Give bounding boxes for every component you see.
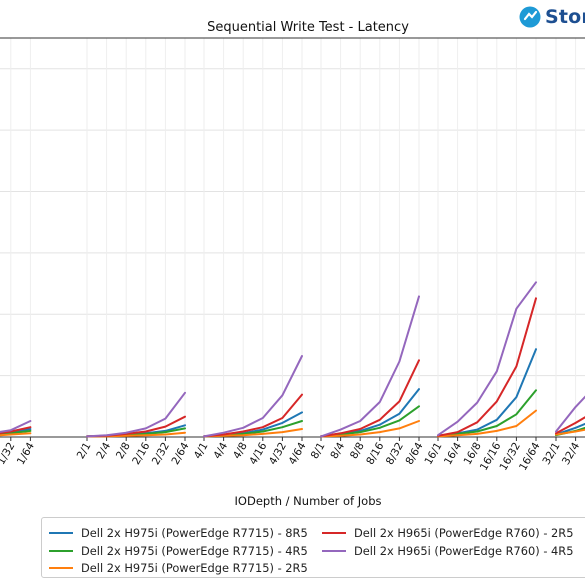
legend-item: Dell 2x H965i (PowerEdge R760) - 2R5 <box>322 526 573 540</box>
x-tick-label: 2/8 <box>114 441 133 462</box>
legend-swatch <box>49 567 73 569</box>
x-tick-label: 16/1 <box>422 441 444 467</box>
series-line <box>437 297 537 437</box>
x-tick-label: 2/1 <box>75 441 94 462</box>
x-tick-label: 8/1 <box>309 441 328 462</box>
chart-legend: Dell 2x H975i (PowerEdge R7715) - 8R5 De… <box>41 517 585 578</box>
series-line <box>0 420 32 433</box>
series-line <box>320 359 420 438</box>
x-tick-label: 4/64 <box>286 440 308 467</box>
series-line <box>0 429 32 436</box>
logo-mark-icon <box>519 6 541 28</box>
series-line <box>437 409 537 438</box>
x-tick-label: 2/64 <box>169 440 191 467</box>
series-line <box>0 432 32 437</box>
x-tick-label: 8/32 <box>384 441 406 467</box>
logo-text: Stora <box>545 6 585 28</box>
legend-item: Dell 2x H965i (PowerEdge R760) - 4R5 <box>322 544 573 558</box>
x-tick-label: 1/32 <box>0 441 17 467</box>
x-tick-label: 4/4 <box>211 440 230 461</box>
x-tick-label: 1/64 <box>15 440 37 467</box>
x-tick-label: 16/4 <box>442 440 464 467</box>
legend-label: Dell 2x H975i (PowerEdge R7715) - 8R5 <box>81 526 308 540</box>
x-tick-label: 8/4 <box>328 440 347 461</box>
legend-swatch <box>322 532 346 534</box>
legend-label: Dell 2x H975i (PowerEdge R7715) - 4R5 <box>81 544 308 558</box>
series-line <box>86 391 186 438</box>
legend-label: Dell 2x H965i (PowerEdge R760) - 2R5 <box>354 526 574 540</box>
x-tick-label: 2/16 <box>130 440 152 467</box>
x-tick-labels: 1/321/64 2/1 2/4 2/82/162/322/64 4/1 4/4 4/84/… <box>0 437 582 473</box>
series-line <box>203 355 303 438</box>
series-line <box>320 295 420 438</box>
legend-swatch <box>322 550 346 552</box>
x-tick-label: 4/8 <box>231 441 250 462</box>
legend-item: Dell 2x H975i (PowerEdge R7715) - 8R5 <box>49 526 308 540</box>
x-tick-label: 4/16 <box>247 440 269 467</box>
x-tick-label: 2/4 <box>94 440 113 461</box>
series-line <box>203 428 303 438</box>
x-tick-label: 32/1 <box>540 441 562 467</box>
series-line <box>555 428 585 436</box>
x-tick-label: 16/64 <box>517 440 543 472</box>
x-tick-label: 32/4 <box>560 440 582 467</box>
legend-swatch <box>49 532 73 534</box>
legend-label: Dell 2x H965i (PowerEdge R760) - 4R5 <box>354 544 574 558</box>
grid-lines <box>0 38 585 437</box>
x-tick-label: 2/32 <box>150 441 172 467</box>
series-line <box>437 281 537 437</box>
series-line <box>555 395 585 433</box>
series-line <box>555 422 585 436</box>
legend-item: Dell 2x H975i (PowerEdge R7715) - 2R5 <box>49 561 308 575</box>
series-lines <box>0 281 585 438</box>
series-line <box>555 416 585 435</box>
series-line <box>0 426 32 435</box>
x-tick-label: 8/64 <box>403 440 425 467</box>
x-tick-label: 4/32 <box>267 441 289 467</box>
x-tick-label: 4/1 <box>192 441 211 462</box>
x-tick-label: 8/8 <box>348 441 367 462</box>
series-line <box>203 393 303 438</box>
series-line <box>320 420 420 438</box>
legend-item: Dell 2x H975i (PowerEdge R7715) - 4R5 <box>49 544 308 558</box>
storagereview-logo: Stora <box>519 6 585 28</box>
series-line <box>437 389 537 437</box>
x-axis-label: IODepth / Number of Jobs <box>235 494 382 508</box>
legend-label: Dell 2x H975i (PowerEdge R7715) - 2R5 <box>81 561 308 575</box>
x-tick-label: 8/16 <box>364 440 386 467</box>
legend-swatch <box>49 550 73 552</box>
chart-title: Sequential Write Test - Latency <box>207 20 409 35</box>
